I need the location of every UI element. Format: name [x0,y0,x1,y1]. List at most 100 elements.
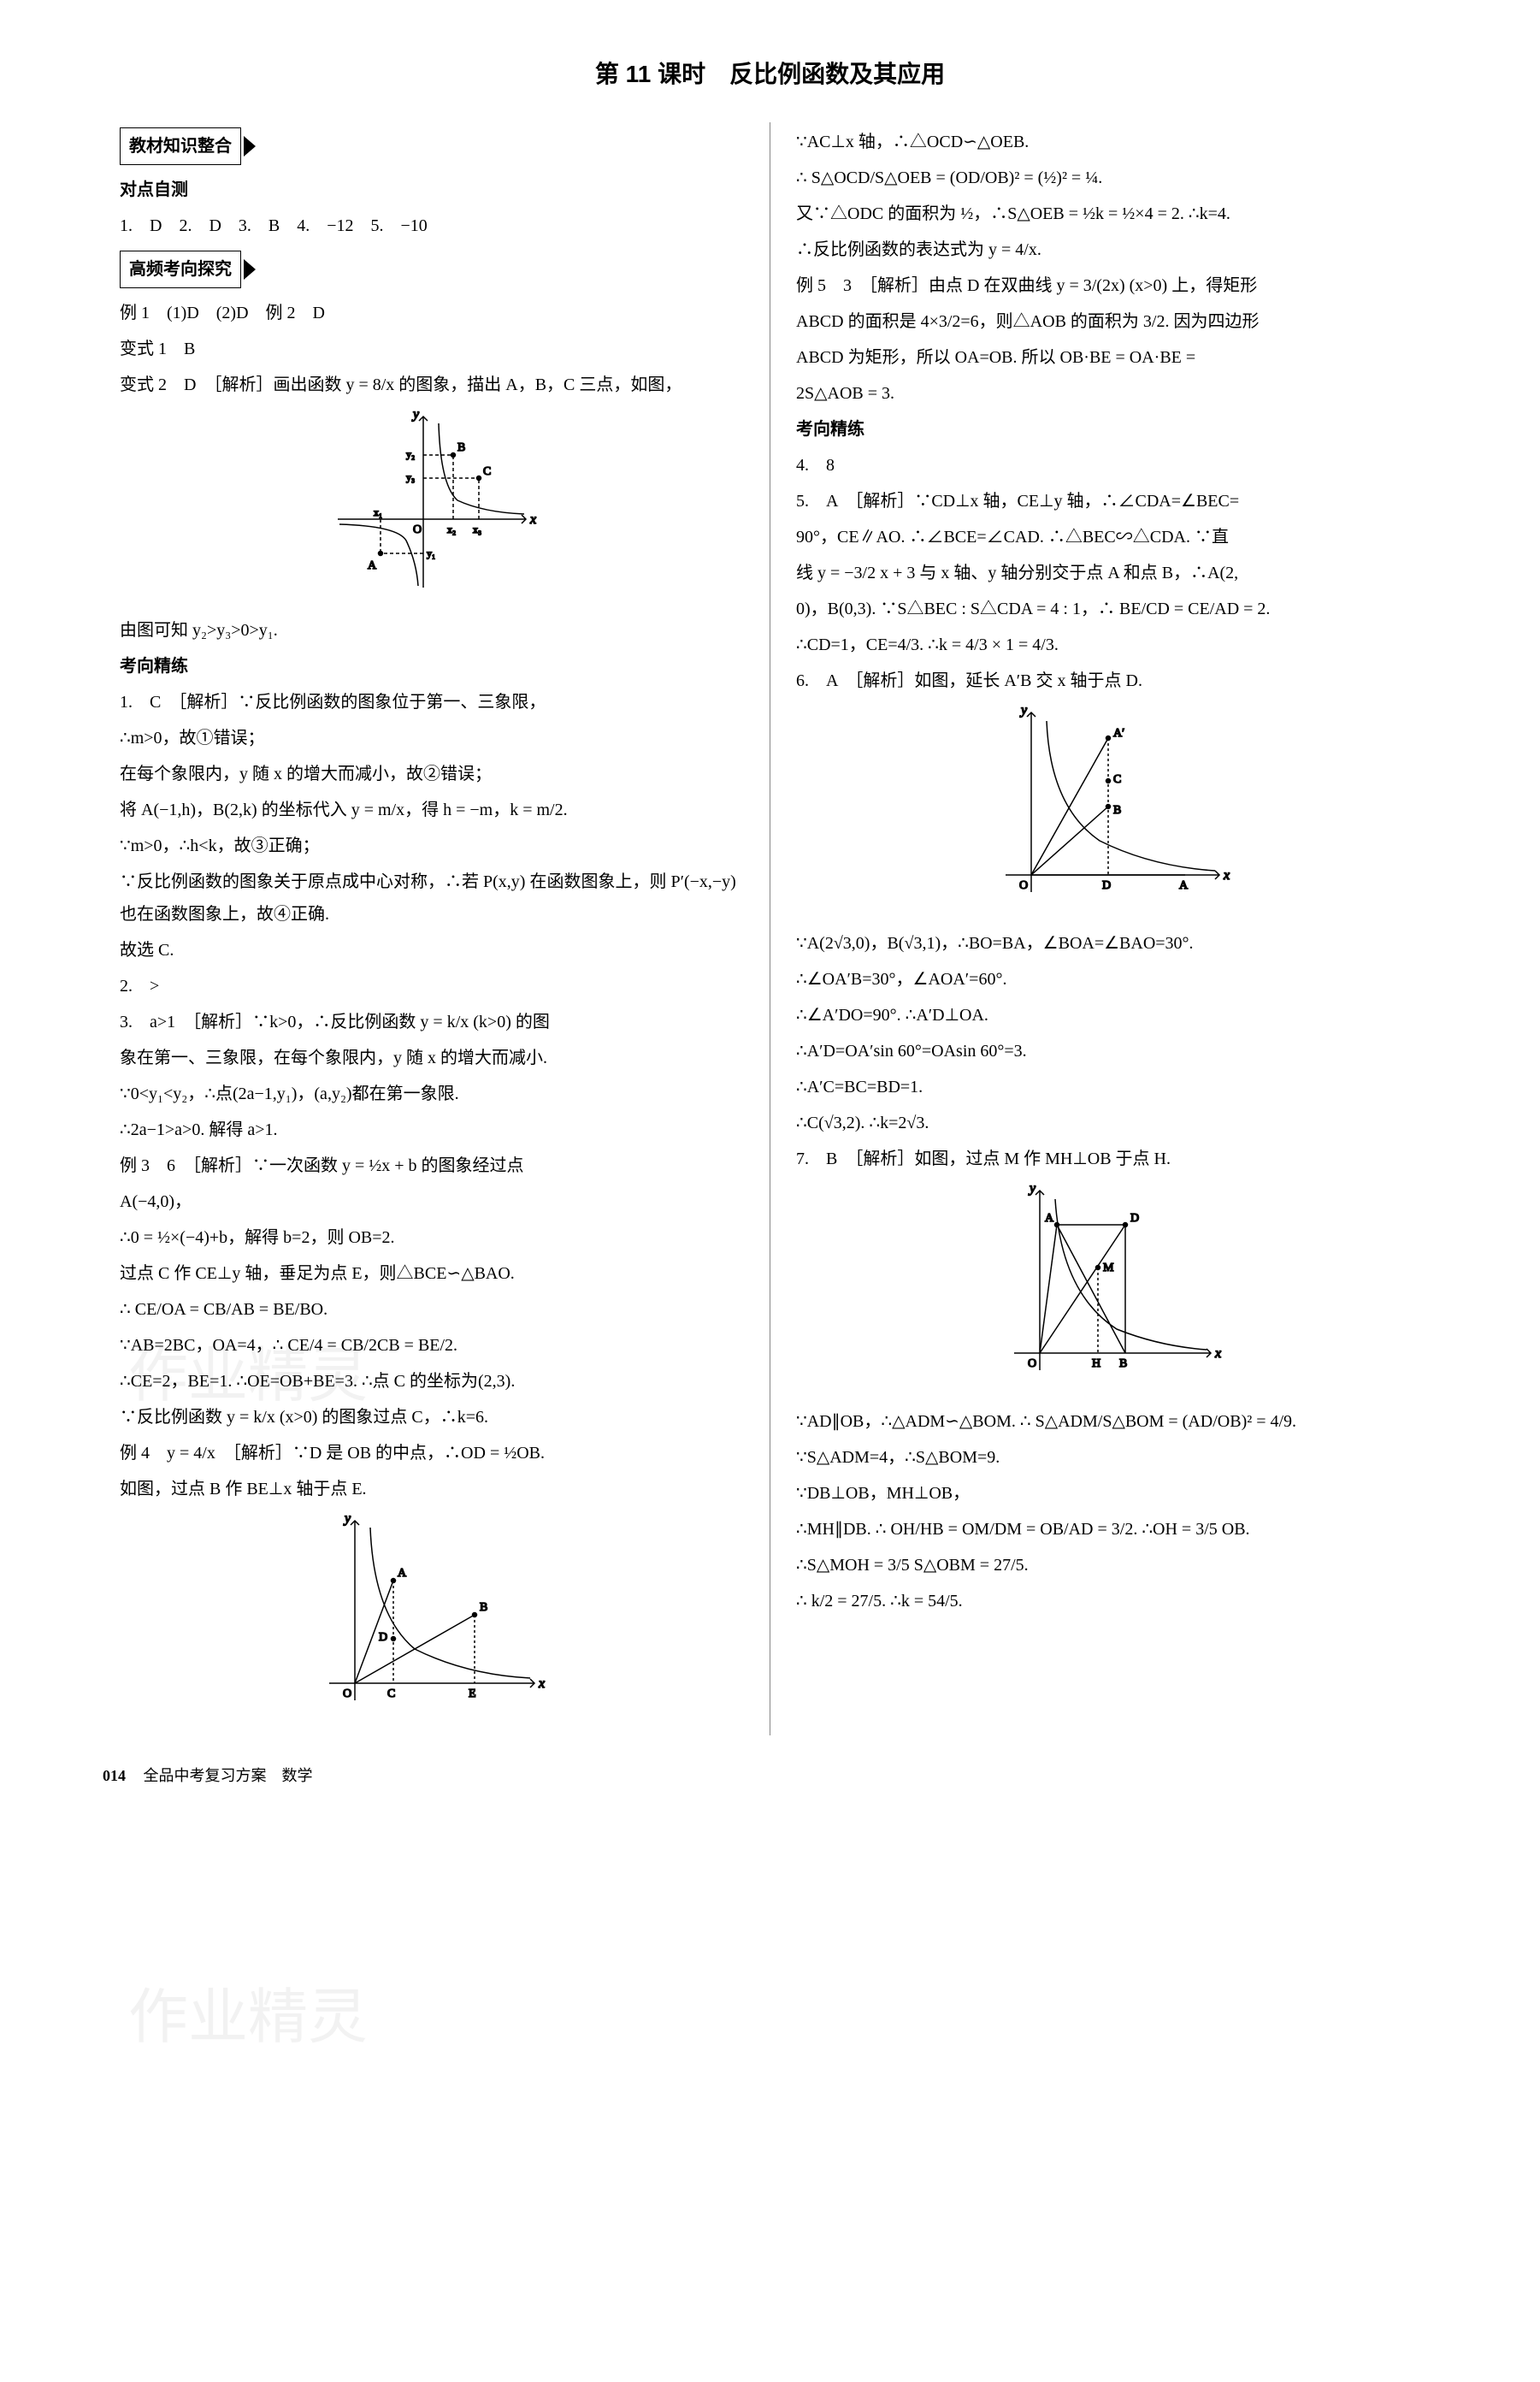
watermark-2: 作业精灵 [128,1961,368,2075]
q7-a: 7. B ［解析］如图，过点 M 作 MH⊥OB 于点 H. [796,1143,1420,1175]
svg-text:D: D [379,1631,387,1644]
q7-d: ∵DB⊥OB，MH⊥OB， [796,1477,1420,1510]
q1-f: ∵反比例函数的图象关于原点成中心对称，∴若 P(x,y) 在函数图象上，则 P′… [120,866,744,931]
svg-text:A′: A′ [1113,727,1124,740]
q6-d: ∴∠A′DO=90°. ∴A′D⊥OA. [796,999,1420,1031]
svg-text:B: B [1113,804,1121,817]
q7-b: ∵AD∥OB，∴△ADM∽△BOM. ∴ S△ADM/S△BOM = (AD/O… [796,1405,1420,1438]
svg-text:A: A [368,559,377,572]
page-title: 第 11 课时 反比例函数及其应用 [103,51,1437,97]
q6-a: 6. A ［解析］如图，延长 A′B 交 x 轴于点 D. [796,665,1420,697]
ex4-a: 例 4 y = 4/x ［解析］∵D 是 OB 的中点，∴OD = ½OB. [120,1437,744,1469]
kxjl-heading-1: 考向精练 [120,650,744,683]
section-header-2: 高频考向探究 [120,251,241,288]
figure-q7: x y O A D M H B [796,1182,1420,1398]
ex3-b: A(−4,0)， [120,1185,744,1218]
q3-b: 象在第一、三象限，在每个象限内，y 随 x 的增大而减小. [120,1042,744,1074]
q1-e: ∵m>0，∴h<k，故③正确； [120,830,744,862]
r1-a: ∵AC⊥x 轴，∴△OCD∽△OEB. [796,126,1420,158]
footer-text: 全品中考复习方案 数学 [144,1767,313,1784]
svg-text:y₂: y₂ [406,448,415,460]
r1-c: 又∵△ODC 的面积为 ½，∴S△OEB = ½k = ½×4 = 2. ∴k=… [796,198,1420,230]
svg-text:B: B [457,441,465,454]
q6-e: ∴A′D=OA′sin 60°=OAsin 60°=3. [796,1035,1420,1067]
ex3-g: ∴CE=2，BE=1. ∴OE=OB+BE=3. ∴点 C 的坐标为(2,3). [120,1365,744,1398]
svg-text:y: y [1028,1182,1036,1196]
q7-c: ∵S△ADM=4，∴S△BOM=9. [796,1441,1420,1474]
ex3-h: ∵反比例函数 y = k/x (x>0) 的图象过点 C，∴k=6. [120,1401,744,1433]
svg-text:y: y [411,408,420,422]
svg-text:x: x [1223,868,1230,883]
svg-text:x: x [1214,1346,1221,1361]
q6-b: ∵A(2√3,0)，B(√3,1)，∴BO=BA，∠BOA=∠BAO=30°. [796,927,1420,960]
q4: 4. 8 [796,449,1420,482]
page-number: 014 [103,1767,126,1784]
q6-c: ∴∠OA′B=30°，∠AOA′=60°. [796,963,1420,996]
kxjl-heading-2: 考向精练 [796,413,1420,446]
left-column: 教材知识整合 对点自测 1. D 2. D 3. B 4. −12 5. −10… [103,122,770,1735]
svg-text:x: x [538,1676,545,1691]
q1-b: ∴m>0，故①错误； [120,722,744,754]
figure-q6: x y O A′ C B D A [796,704,1420,920]
svg-text:y: y [343,1512,351,1526]
ex3-a: 例 3 6 ［解析］∵一次函数 y = ½x + b 的图象经过点 [120,1150,744,1182]
svg-text:x₃: x₃ [473,523,481,535]
variant-1: 变式 1 B [120,333,744,365]
q1-d: 将 A(−1,h)，B(2,k) 的坐标代入 y = m/x，得 h = −m，… [120,794,744,826]
r1-d: ∴反比例函数的表达式为 y = 4/x. [796,233,1420,266]
svg-text:B: B [480,1601,487,1614]
example-line-1: 例 1 (1)D (2)D 例 2 D [120,297,744,329]
q1-c: 在每个象限内，y 随 x 的增大而减小，故②错误； [120,758,744,790]
svg-text:M: M [1103,1262,1114,1274]
ex5-b: ABCD 的面积是 4×3/2=6，则△AOB 的面积为 3/2. 因为四边形 [796,305,1420,338]
q7-f: ∴S△MOH = 3/5 S△OBM = 27/5. [796,1549,1420,1581]
svg-text:C: C [387,1687,395,1700]
svg-text:A: A [1179,879,1189,892]
q5-a: 5. A ［解析］∵CD⊥x 轴，CE⊥y 轴，∴∠CDA=∠BEC= [796,485,1420,517]
fig1-conclusion: 由图可知 y₂>y₃>0>y₁. [120,614,744,647]
page-footer: 014 全品中考复习方案 数学 [103,1761,1437,1790]
q7-e: ∴MH∥DB. ∴ OH/HB = OM/DM = OB/AD = 3/2. ∴… [796,1513,1420,1546]
svg-text:A: A [1045,1212,1054,1225]
svg-text:B: B [1119,1357,1127,1370]
svg-text:D: D [1130,1212,1139,1225]
r1-b: ∴ S△OCD/S△OEB = (OD/OB)² = (½)² = ¼. [796,162,1420,194]
variant-2-lead: 变式 2 D ［解析］画出函数 y = 8/x 的图象，描出 A，B，C 三点，… [120,369,744,401]
subsection-1: 对点自测 [120,174,744,206]
q3-a: 3. a>1 ［解析］∵k>0，∴反比例函数 y = k/x (k>0) 的图 [120,1006,744,1038]
q7-g: ∴ k/2 = 27/5. ∴k = 54/5. [796,1585,1420,1617]
right-column: ∵AC⊥x 轴，∴△OCD∽△OEB. ∴ S△OCD/S△OEB = (OD/… [770,122,1437,1735]
q1-a: 1. C ［解析］∵反比例函数的图象位于第一、三象限， [120,686,744,718]
svg-text:A: A [398,1567,407,1580]
svg-text:y₃: y₃ [406,471,415,483]
two-column-layout: 教材知识整合 对点自测 1. D 2. D 3. B 4. −12 5. −10… [103,122,1437,1735]
ex3-e: ∴ CE/OA = CB/AB = BE/BO. [120,1293,744,1326]
svg-text:H: H [1092,1357,1100,1370]
svg-text:x₂: x₂ [447,523,456,535]
svg-text:D: D [1102,879,1111,892]
answers-line: 1. D 2. D 3. B 4. −12 5. −10 [120,210,744,242]
q5-b: 90°，CE∥AO. ∴∠BCE=∠CAD. ∴△BEC∽△CDA. ∵直 [796,521,1420,553]
ex5-c: ABCD 为矩形，所以 OA=OB. 所以 OB·BE = OA·BE = [796,341,1420,374]
svg-text:C: C [1113,773,1121,786]
ex4-b: 如图，过点 B 作 BE⊥x 轴于点 E. [120,1473,744,1505]
q5-e: ∴CD=1，CE=4/3. ∴k = 4/3 × 1 = 4/3. [796,629,1420,661]
q1-g: 故选 C. [120,934,744,966]
figure-hyperbola-1: x y O B C A x₁ [120,408,744,607]
q5-d: 0)，B(0,3). ∵S△BEC : S△CDA = 4 : 1，∴ BE/C… [796,593,1420,625]
ex5-a: 例 5 3 ［解析］由点 D 在双曲线 y = 3/(2x) (x>0) 上，得… [796,269,1420,302]
svg-text:O: O [1019,879,1028,892]
svg-text:O: O [1028,1357,1036,1370]
q5-c: 线 y = −3/2 x + 3 与 x 轴、y 轴分别交于点 A 和点 B，∴… [796,557,1420,589]
svg-text:y₁: y₁ [427,547,435,559]
ex3-c: ∴0 = ½×(−4)+b，解得 b=2，则 OB=2. [120,1221,744,1254]
svg-text:x: x [529,512,536,527]
q6-g: ∴C(√3,2). ∴k=2√3. [796,1107,1420,1139]
svg-text:x₁: x₁ [374,506,382,518]
q2: 2. > [120,970,744,1002]
figure-ex4: x y O A B D C E [120,1512,744,1729]
ex5-d: 2S△AOB = 3. [796,377,1420,410]
q6-f: ∴A′C=BC=BD=1. [796,1071,1420,1103]
q3-d: ∴2a−1>a>0. 解得 a>1. [120,1114,744,1146]
section-header-1: 教材知识整合 [120,127,241,165]
